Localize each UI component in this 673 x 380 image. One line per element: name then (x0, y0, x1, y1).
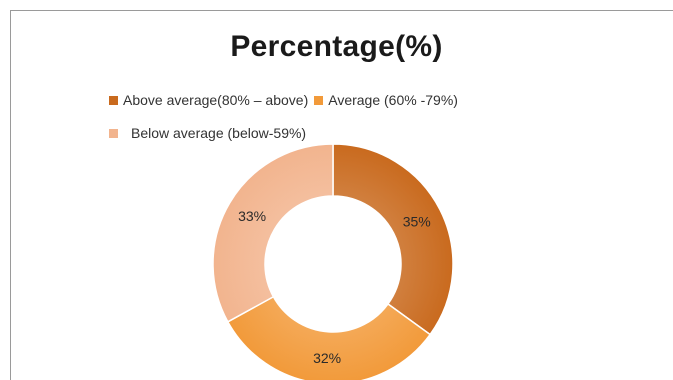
legend-swatch-below-average (109, 128, 118, 138)
legend: Above average(80% – above) Average (60% … (109, 92, 464, 108)
legend-second-row: Below average (below-59%) (109, 125, 312, 141)
legend-label-below-average: Below average (below-59%) (131, 125, 307, 141)
chart-title: Percentage(%) (230, 30, 443, 63)
legend-item-below-average: Below average (below-59%) (109, 125, 306, 141)
legend-item-above-average: Above average(80% – above) (109, 92, 308, 108)
legend-swatch-above-average (109, 95, 118, 105)
legend-label-average: Average (60% -79%) (328, 92, 458, 108)
slice-label-average: 32% (313, 350, 341, 366)
legend-swatch-average (314, 95, 324, 105)
slice-average (226, 295, 432, 380)
legend-label-above-average: Above average(80% – above) (123, 92, 309, 108)
slice-label-below-average: 33% (238, 208, 266, 224)
slice-below-average (212, 143, 334, 323)
slice-label-above-average: 35% (403, 213, 431, 229)
legend-item-average: Average (60% -79%) (314, 92, 458, 108)
slice-above-average (332, 143, 454, 336)
